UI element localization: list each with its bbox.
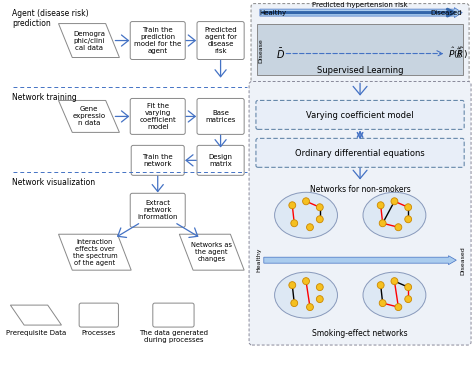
FancyArrow shape (260, 8, 462, 18)
Ellipse shape (274, 192, 337, 238)
Circle shape (391, 278, 398, 285)
Text: Predicted
agent for
disease
risk: Predicted agent for disease risk (204, 27, 237, 54)
Ellipse shape (274, 272, 337, 318)
Text: Smoking-effect networks: Smoking-effect networks (312, 329, 408, 338)
Text: Network visualization: Network visualization (12, 178, 95, 187)
Circle shape (377, 202, 384, 209)
Text: Risk: Risk (458, 44, 463, 57)
FancyBboxPatch shape (256, 100, 464, 130)
Circle shape (291, 220, 298, 227)
Circle shape (316, 216, 323, 223)
Text: Supervised Learning: Supervised Learning (317, 66, 403, 75)
Polygon shape (10, 305, 62, 325)
Circle shape (391, 198, 398, 205)
Text: Diseased: Diseased (460, 246, 465, 275)
Text: Networks for non-smokers: Networks for non-smokers (310, 185, 410, 194)
Text: Demogra
phic/clini
cal data: Demogra phic/clini cal data (73, 31, 105, 51)
Text: The data generated
during processes: The data generated during processes (139, 330, 208, 343)
FancyBboxPatch shape (130, 98, 185, 134)
Text: Interaction
effects over
the spectrum
of the agent: Interaction effects over the spectrum of… (73, 239, 117, 266)
Ellipse shape (363, 192, 426, 238)
Text: Extract
network
information: Extract network information (137, 200, 178, 220)
Text: Networks as
the agent
changes: Networks as the agent changes (191, 242, 232, 262)
Text: Train the
prediction
model for the
agent: Train the prediction model for the agent (134, 27, 182, 54)
Circle shape (405, 284, 411, 290)
Circle shape (379, 220, 386, 227)
Text: Design
matrix: Design matrix (209, 154, 233, 167)
Circle shape (291, 300, 298, 307)
Polygon shape (58, 24, 119, 57)
Bar (257, 24, 463, 75)
Circle shape (377, 282, 384, 289)
FancyBboxPatch shape (256, 138, 464, 167)
Circle shape (302, 278, 310, 285)
Text: Fit the
varying
coefficient
model: Fit the varying coefficient model (139, 103, 176, 130)
Circle shape (395, 224, 402, 231)
FancyBboxPatch shape (249, 81, 471, 345)
Text: Base
matrices: Base matrices (205, 110, 236, 123)
FancyBboxPatch shape (197, 21, 244, 60)
Text: Gene
expressio
n data: Gene expressio n data (73, 107, 106, 127)
Text: Healthy: Healthy (260, 10, 287, 16)
Text: Train the
network: Train the network (142, 154, 173, 167)
FancyBboxPatch shape (197, 98, 244, 134)
Text: $\bar{D}$: $\bar{D}$ (275, 47, 285, 61)
Polygon shape (58, 100, 119, 132)
Text: Predicted hypertension risk: Predicted hypertension risk (312, 1, 408, 8)
Text: Healthy: Healthy (257, 248, 262, 272)
Circle shape (289, 282, 296, 289)
Text: Varying coefficient model: Varying coefficient model (306, 111, 414, 120)
Text: $\hat{P}(\hat{R})$: $\hat{P}(\hat{R})$ (448, 46, 468, 61)
FancyBboxPatch shape (131, 145, 184, 175)
Circle shape (316, 284, 323, 290)
Text: Prerequisite Data: Prerequisite Data (6, 330, 66, 336)
Circle shape (405, 216, 411, 223)
FancyBboxPatch shape (153, 303, 194, 327)
Polygon shape (179, 234, 244, 270)
Circle shape (405, 296, 411, 303)
Circle shape (379, 300, 386, 307)
Circle shape (289, 202, 296, 209)
FancyBboxPatch shape (130, 193, 185, 227)
FancyBboxPatch shape (79, 303, 118, 327)
Text: Processes: Processes (82, 330, 116, 336)
Circle shape (395, 304, 402, 310)
Polygon shape (58, 234, 131, 270)
Text: Disease: Disease (258, 38, 264, 63)
Circle shape (307, 224, 313, 231)
Circle shape (307, 304, 313, 310)
Text: Ordinary differential equations: Ordinary differential equations (295, 149, 425, 158)
FancyBboxPatch shape (197, 145, 244, 175)
FancyBboxPatch shape (130, 21, 185, 60)
Text: Network training: Network training (12, 94, 77, 102)
Text: Diseased: Diseased (430, 10, 462, 16)
Circle shape (316, 296, 323, 303)
Circle shape (405, 204, 411, 211)
Circle shape (316, 204, 323, 211)
Circle shape (302, 198, 310, 205)
Ellipse shape (363, 272, 426, 318)
Text: Agent (disease risk)
prediction: Agent (disease risk) prediction (12, 9, 89, 28)
FancyBboxPatch shape (251, 4, 469, 84)
FancyArrow shape (264, 256, 456, 265)
